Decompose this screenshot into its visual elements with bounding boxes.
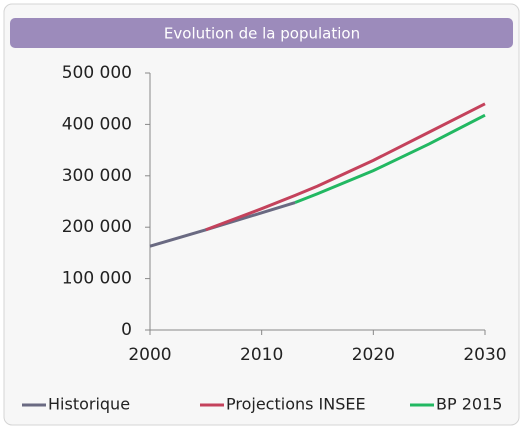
x-tick-label: 2020 xyxy=(352,345,395,365)
series-line xyxy=(149,201,296,248)
chart-title: Evolution de la population xyxy=(164,25,360,43)
y-tick-label: 400 000 xyxy=(62,114,132,134)
legend-label: Projections INSEE xyxy=(226,395,366,414)
y-tick-label: 0 xyxy=(121,320,132,340)
x-tick-label: 2010 xyxy=(240,345,283,365)
legend-label: BP 2015 xyxy=(436,395,502,414)
y-tick-label: 500 000 xyxy=(62,63,132,83)
legend-label: Historique xyxy=(48,395,130,414)
y-tick-label: 300 000 xyxy=(62,166,132,186)
x-tick-label: 2030 xyxy=(463,345,506,365)
y-tick-label: 200 000 xyxy=(62,217,132,237)
series-line xyxy=(294,113,486,204)
series-line xyxy=(205,102,486,232)
title-bar xyxy=(10,18,513,48)
y-tick-label: 100 000 xyxy=(62,269,132,289)
card xyxy=(3,3,520,426)
x-tick-label: 2000 xyxy=(128,345,171,365)
